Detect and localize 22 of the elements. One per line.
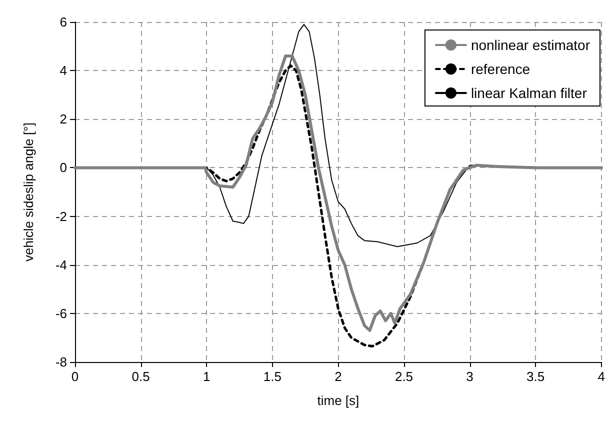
legend-label: linear Kalman filter xyxy=(470,85,588,101)
y-tick-label: -4 xyxy=(55,257,67,272)
y-axis-title: vehicle sideslip angle [°] xyxy=(21,122,36,262)
x-tick-label: 2.5 xyxy=(394,369,414,384)
y-tick-label: 4 xyxy=(60,63,67,78)
x-tick-label: 2 xyxy=(334,369,342,384)
x-tick-label: 3.5 xyxy=(526,369,545,384)
y-tick-label: 6 xyxy=(60,14,67,30)
y-tick-label: 0 xyxy=(60,160,67,176)
x-tick-label: 3 xyxy=(466,369,474,384)
y-tick-label: -6 xyxy=(55,306,67,321)
legend-label: reference xyxy=(470,61,530,77)
y-tick-label: -2 xyxy=(55,208,67,224)
y-tick-label: 2 xyxy=(60,112,67,127)
x-tick-label: 4 xyxy=(598,369,605,384)
x-tick-label: 0.5 xyxy=(132,369,150,384)
x-tick-label: 1 xyxy=(202,369,210,384)
x-tick-label: 0 xyxy=(71,369,79,384)
x-tick-label: 1.5 xyxy=(263,369,282,384)
y-tick-label: -8 xyxy=(55,354,67,370)
legend-label: nonlinear estimator xyxy=(470,37,590,53)
x-axis-title: time [s] xyxy=(317,393,360,408)
